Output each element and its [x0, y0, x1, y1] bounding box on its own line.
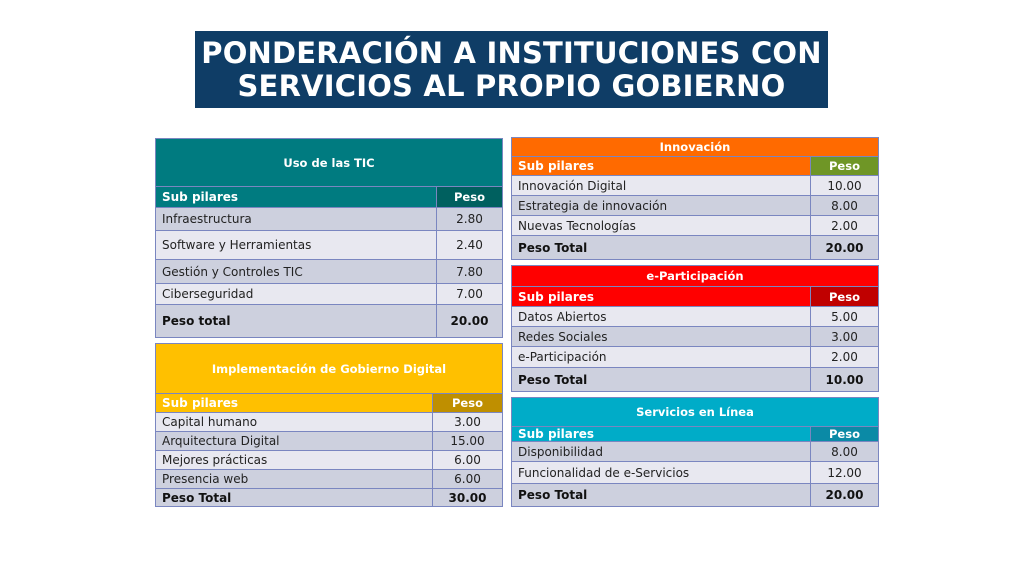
table-row: Disponibilidad 8.00 — [512, 442, 878, 462]
sub-pilar-name: e-Participación — [518, 350, 607, 364]
table-row: Estrategia de innovación 8.00 — [512, 196, 878, 216]
peso-value: 15.00 — [432, 432, 502, 450]
total-value: 30.00 — [432, 489, 502, 506]
table-row: Ciberseguridad 7.00 — [156, 284, 502, 305]
peso-value: 6.00 — [432, 470, 502, 488]
peso-value: 10.00 — [810, 176, 878, 195]
total-label: Peso Total — [518, 372, 588, 387]
table-header-row: Sub pilares Peso — [512, 287, 878, 307]
sub-pilar-name: Innovación Digital — [518, 178, 627, 193]
table-title-row: Uso de las TIC — [156, 139, 502, 187]
sub-pilar-name: Gestión y Controles TIC — [162, 264, 303, 279]
sub-pilar-name: Software y Herramientas — [162, 238, 312, 252]
sub-pilar-name: Nuevas Tecnologías — [518, 218, 636, 233]
total-value: 20.00 — [436, 305, 502, 337]
total-label: Peso total — [162, 314, 231, 328]
peso-value: 8.00 — [810, 196, 878, 215]
header-peso: Peso — [810, 427, 878, 441]
peso-value: 6.00 — [432, 451, 502, 469]
table-title-row: Innovación — [512, 138, 878, 157]
header-sub-pilares: Sub pilares — [162, 396, 239, 410]
total-row: Peso Total 20.00 — [512, 484, 878, 506]
table-row: Infraestructura 2.80 — [156, 208, 502, 231]
table-header-row: Sub pilares Peso — [156, 394, 502, 413]
page-title-line-1: PONDERACIÓN A INSTITUCIONES CON — [201, 35, 822, 70]
total-row: Peso Total 10.00 — [512, 368, 878, 391]
header-peso: Peso — [810, 157, 878, 175]
peso-value: 2.00 — [810, 347, 878, 367]
table-servicios-en-linea: Servicios en Línea Sub pilares Peso Disponi… — [511, 397, 879, 507]
sub-pilar-name: Funcionalidad de e-Servicios — [518, 465, 690, 480]
table-title: e-Participación — [646, 269, 744, 283]
sub-pilar-name: Disponibilidad — [518, 444, 603, 459]
table-row: Presencia web 6.00 — [156, 470, 502, 489]
table-innovacion: Innovación Sub pilares Peso Innovación Digi… — [511, 137, 879, 260]
peso-value: 3.00 — [810, 327, 878, 346]
sub-pilar-name: Presencia web — [162, 472, 249, 486]
header-peso: Peso — [810, 287, 878, 306]
table-row: Software y Herramientas 2.40 — [156, 231, 502, 260]
peso-value: 8.00 — [810, 442, 878, 461]
table-row: Arquitectura Digital 15.00 — [156, 432, 502, 451]
header-sub-pilares: Sub pilares — [162, 190, 239, 204]
sub-pilar-name: Estrategia de innovación — [518, 198, 668, 213]
sub-pilar-name: Infraestructura — [162, 212, 252, 226]
table-row: Funcionalidad de e-Servicios 12.00 — [512, 462, 878, 484]
table-title: Servicios en Línea — [636, 405, 754, 419]
table-title-row: e-Participación — [512, 266, 878, 287]
header-sub-pilares: Sub pilares — [518, 427, 595, 441]
table-title: Implementación de Gobierno Digital — [211, 361, 447, 376]
table-row: Nuevas Tecnologías 2.00 — [512, 216, 878, 236]
table-row: Capital humano 3.00 — [156, 413, 502, 432]
table-row: e-Participación 2.00 — [512, 347, 878, 368]
total-value: 20.00 — [810, 236, 878, 259]
table-title: Uso de las TIC — [283, 155, 375, 170]
table-e-participacion: e-Participación Sub pilares Peso Datos Abie… — [511, 265, 879, 392]
total-value: 10.00 — [810, 368, 878, 391]
table-row: Redes Sociales 3.00 — [512, 327, 878, 347]
table-row: Datos Abiertos 5.00 — [512, 307, 878, 327]
peso-value: 7.80 — [436, 260, 502, 283]
table-header-row: Sub pilares Peso — [512, 427, 878, 442]
sub-pilar-name: Redes Sociales — [518, 329, 608, 344]
table-row: Gestión y Controles TIC 7.80 — [156, 260, 502, 284]
table-implementacion: Implementación de Gobierno Digital Sub pi… — [155, 343, 503, 507]
table-title-row: Implementación de Gobierno Digital — [156, 344, 502, 394]
page-title-line-2: SERVICIOS AL PROPIO GOBIERNO — [237, 68, 786, 103]
table-title-row: Servicios en Línea — [512, 398, 878, 427]
peso-value: 12.00 — [810, 462, 878, 483]
table-row: Mejores prácticas 6.00 — [156, 451, 502, 470]
total-row: Peso total 20.00 — [156, 305, 502, 337]
peso-value: 2.00 — [810, 216, 878, 235]
sub-pilar-name: Mejores prácticas — [162, 453, 268, 467]
sub-pilar-name: Ciberseguridad — [162, 287, 254, 301]
header-sub-pilares: Sub pilares — [518, 289, 595, 304]
total-value: 20.00 — [810, 484, 878, 506]
header-peso: Peso — [436, 187, 502, 207]
sub-pilar-name: Capital humano — [162, 415, 258, 429]
table-row: Innovación Digital 10.00 — [512, 176, 878, 196]
peso-value: 7.00 — [436, 284, 502, 304]
peso-value: 5.00 — [810, 307, 878, 326]
peso-value: 2.80 — [436, 208, 502, 230]
peso-value: 2.40 — [436, 231, 502, 259]
table-uso-tic: Uso de las TIC Sub pilares Peso Infraestruc… — [155, 138, 503, 338]
peso-value: 3.00 — [432, 413, 502, 431]
total-label: Peso Total — [518, 488, 588, 502]
total-label: Peso Total — [518, 240, 588, 255]
header-sub-pilares: Sub pilares — [518, 159, 595, 173]
total-row: Peso Total 20.00 — [512, 236, 878, 259]
total-row: Peso Total 30.00 — [156, 489, 502, 506]
table-header-row: Sub pilares Peso — [512, 157, 878, 176]
total-label: Peso Total — [162, 490, 232, 505]
page-title: PONDERACIÓN A INSTITUCIONES CON SERVICIO… — [195, 31, 828, 108]
table-title: Innovación — [659, 140, 731, 154]
sub-pilar-name: Datos Abiertos — [518, 309, 607, 324]
table-header-row: Sub pilares Peso — [156, 187, 502, 208]
header-peso: Peso — [432, 394, 502, 412]
sub-pilar-name: Arquitectura Digital — [162, 434, 280, 448]
